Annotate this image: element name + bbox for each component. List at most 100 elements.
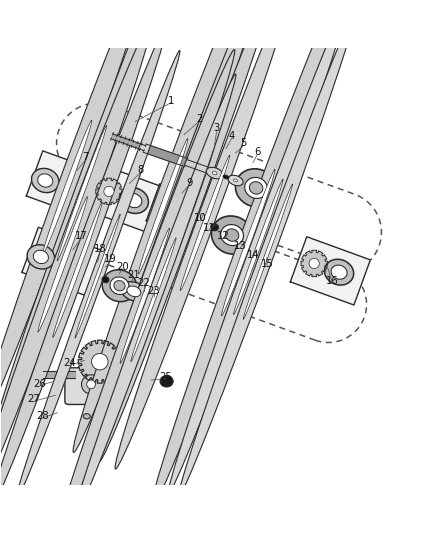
Ellipse shape [212,172,217,175]
Ellipse shape [245,177,268,198]
Ellipse shape [222,169,275,316]
Ellipse shape [110,277,129,294]
Ellipse shape [73,0,253,453]
Ellipse shape [0,23,167,516]
Polygon shape [143,144,188,167]
Text: 5: 5 [240,139,247,148]
Text: 9: 9 [186,177,192,188]
Polygon shape [85,165,165,233]
Ellipse shape [75,214,120,338]
Text: 24: 24 [64,358,76,368]
Circle shape [309,259,319,269]
Ellipse shape [168,1,348,493]
Ellipse shape [211,224,219,231]
Polygon shape [185,160,207,173]
Text: 2: 2 [196,114,202,124]
Polygon shape [78,340,121,383]
FancyBboxPatch shape [65,368,113,405]
Polygon shape [111,134,146,151]
Ellipse shape [233,179,238,182]
Ellipse shape [151,0,346,509]
Ellipse shape [221,224,244,246]
Ellipse shape [38,197,88,332]
Ellipse shape [55,50,235,533]
Text: 8: 8 [137,165,144,175]
Ellipse shape [15,51,180,502]
Ellipse shape [206,167,223,179]
Ellipse shape [83,414,90,419]
Text: 12: 12 [217,231,230,241]
Ellipse shape [119,188,148,214]
Polygon shape [301,251,327,277]
Ellipse shape [27,245,55,269]
Polygon shape [146,184,213,240]
Ellipse shape [223,175,229,179]
Polygon shape [43,372,75,378]
Text: 1: 1 [168,95,174,106]
Ellipse shape [99,0,279,461]
Ellipse shape [0,0,172,439]
Ellipse shape [38,174,53,187]
Ellipse shape [160,376,173,387]
Ellipse shape [152,143,201,278]
Text: 6: 6 [254,147,261,157]
Text: 23: 23 [147,286,160,295]
Text: 15: 15 [261,259,273,269]
Ellipse shape [243,184,293,319]
Circle shape [81,375,101,394]
Text: 14: 14 [247,250,259,260]
Ellipse shape [127,286,141,297]
Polygon shape [96,178,122,205]
Ellipse shape [121,281,147,301]
Text: 25: 25 [159,372,172,382]
Ellipse shape [120,228,170,364]
Text: 4: 4 [229,131,235,141]
Ellipse shape [0,18,153,511]
Text: 22: 22 [138,278,150,288]
Text: 26: 26 [34,378,46,389]
Ellipse shape [325,259,353,285]
Polygon shape [26,151,110,221]
Ellipse shape [114,280,125,291]
Ellipse shape [331,265,347,279]
Ellipse shape [165,147,214,282]
Ellipse shape [226,229,239,241]
Polygon shape [290,237,371,305]
Text: 28: 28 [36,411,49,421]
Text: 18: 18 [94,244,106,254]
Ellipse shape [235,169,277,207]
Text: 20: 20 [116,262,128,271]
Ellipse shape [71,74,236,526]
Text: 19: 19 [104,254,117,264]
Ellipse shape [138,139,188,274]
Ellipse shape [53,202,102,337]
Ellipse shape [102,270,137,302]
Polygon shape [22,227,106,297]
Ellipse shape [180,155,230,290]
Circle shape [92,353,108,370]
Circle shape [87,380,95,389]
Ellipse shape [233,179,283,314]
Ellipse shape [32,168,59,192]
Ellipse shape [212,216,253,254]
Ellipse shape [0,0,157,434]
Text: 10: 10 [194,214,207,223]
Ellipse shape [126,193,142,208]
Ellipse shape [249,182,263,194]
Text: 7: 7 [83,152,89,163]
Ellipse shape [131,238,176,362]
Text: 11: 11 [203,223,215,233]
Ellipse shape [102,277,109,282]
Ellipse shape [33,250,49,264]
Text: 27: 27 [27,394,40,404]
Text: 13: 13 [233,241,246,252]
Circle shape [104,187,114,197]
Ellipse shape [178,5,358,498]
Ellipse shape [42,120,92,256]
Ellipse shape [115,0,295,469]
Ellipse shape [57,125,106,261]
Text: 3: 3 [214,123,220,133]
Text: 21: 21 [127,270,140,280]
Text: 17: 17 [75,231,88,241]
Ellipse shape [228,175,243,185]
